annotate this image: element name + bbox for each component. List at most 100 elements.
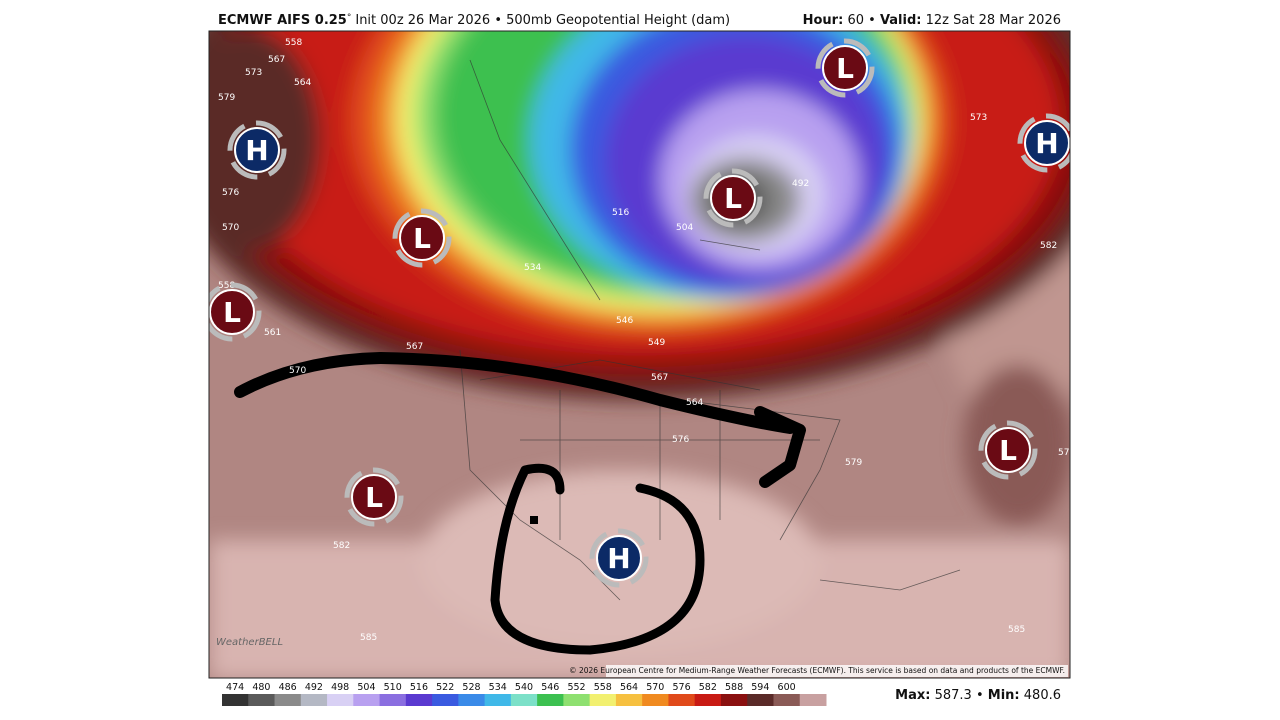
contour-label: 585 (360, 633, 377, 643)
center-disc (234, 127, 280, 173)
colorbar: 474 480 486 492 498 504 510 516 522 528 534 540 546 5… (222, 682, 827, 706)
center-ring (1017, 113, 1070, 173)
colorbar-swatch (405, 694, 433, 706)
colorbar-swatch (327, 694, 354, 706)
colorbar-label: 540 (515, 682, 533, 693)
colorbar-swatch (615, 694, 643, 706)
colorbar-swatch (248, 694, 276, 706)
hour: 60 (847, 13, 864, 28)
colorbar-swatch (300, 694, 328, 706)
center-label: L (365, 481, 383, 514)
max-label: Max: (895, 688, 930, 703)
colorbar-swatch (747, 694, 774, 706)
colorbar-label: 582 (699, 682, 717, 693)
center-label: L (999, 434, 1017, 467)
contour-label: 582 (1040, 241, 1057, 251)
center-disc (399, 215, 445, 261)
pressure-center: L (703, 168, 763, 228)
init: Init 00z 26 Mar 2026 • 500mb Geopotentia… (355, 13, 730, 28)
contour-label: 576 (672, 435, 689, 445)
model: ECMWF AIFS 0.25 (218, 13, 347, 28)
colorbar-swatch (694, 694, 722, 706)
center-ring (392, 208, 452, 268)
contour-labels: 558 573 567 564 579 576 570 558 561 567 570 534 546 5… (218, 38, 1075, 643)
colorbar-swatch (642, 694, 669, 706)
center-ring (209, 282, 262, 342)
pressure-center: L (392, 208, 452, 268)
contour-label: 582 (333, 541, 350, 551)
contour-label: 558 (218, 281, 235, 291)
colorbar-label: 498 (331, 682, 349, 693)
logo: WeatherBELL (216, 637, 283, 648)
colorbar-swatch (537, 694, 564, 706)
colorbar-label: 546 (541, 682, 559, 693)
colorbar-label: 522 (436, 682, 454, 693)
pressure-center: L (209, 282, 262, 342)
colorbar-label: 570 (646, 682, 664, 693)
contour-label: 504 (676, 223, 693, 233)
contour-label: 558 (285, 38, 302, 48)
colorbar-label: 588 (725, 682, 743, 693)
colorbar-swatch (222, 694, 249, 706)
pressure-center: H (589, 528, 649, 588)
contour-label: 570 (289, 366, 306, 376)
center-disc (596, 535, 642, 581)
pressure-centers: H L L L L H L L H (209, 38, 1070, 588)
center-label: L (724, 182, 742, 215)
contour-label: 573 (970, 113, 987, 123)
contour-label: 570 (222, 223, 239, 233)
center-label: H (607, 542, 630, 575)
degree: ° (347, 13, 352, 23)
pressure-center: H (1017, 113, 1070, 173)
map: 558 573 567 564 579 576 570 558 561 567 570 534 546 5… (209, 31, 1075, 678)
contour-label: 564 (294, 78, 311, 88)
min-label: Min: (988, 688, 1020, 703)
separator: • (868, 13, 876, 28)
colorbar-label: 474 (226, 682, 244, 693)
colorbar-label: 492 (305, 682, 323, 693)
center-label: L (223, 296, 241, 329)
contour-label: 534 (524, 263, 541, 273)
colorbar-swatch (484, 694, 512, 706)
contour-label: 579 (1058, 448, 1075, 458)
center-disc (822, 45, 868, 91)
contour-label: 516 (612, 208, 629, 218)
colorbar-swatch (799, 694, 827, 706)
colorbar-label: 504 (357, 682, 375, 693)
center-disc (351, 474, 397, 520)
colorbar-label: 486 (279, 682, 297, 693)
separator: • (976, 688, 984, 703)
colorbar-label: 558 (594, 682, 612, 693)
colorbar-label: 594 (751, 682, 769, 693)
center-disc (209, 289, 255, 335)
max-value: 587.3 (935, 688, 972, 703)
valid: 12z Sat 28 Mar 2026 (926, 13, 1061, 28)
colorbar-swatch (589, 694, 617, 706)
center-ring (344, 467, 404, 527)
center-ring (815, 38, 875, 98)
contour-label: 567 (406, 342, 423, 352)
colorbar-swatch (510, 694, 538, 706)
colorbar-label: 600 (778, 682, 796, 693)
contour-label: 576 (222, 188, 239, 198)
credit: © 2026 European Centre for Medium-Range … (569, 666, 1065, 675)
center-ring (978, 420, 1038, 480)
colorbar-label: 510 (384, 682, 402, 693)
hour-label: Hour: (803, 13, 844, 28)
contour-label: 573 (245, 68, 262, 78)
contour-label: 579 (845, 458, 862, 468)
colorbar-swatch (563, 694, 591, 706)
valid-label: Valid: (880, 13, 922, 28)
pressure-center: L (344, 467, 404, 527)
colorbar-label: 480 (252, 682, 270, 693)
center-label: H (1035, 127, 1058, 160)
center-ring (589, 528, 649, 588)
center-disc (1024, 120, 1070, 166)
colorbar-label: 576 (672, 682, 690, 693)
contour-label: 564 (686, 398, 703, 408)
stats: Max: 587.3 • Min: 480.6 (895, 688, 1061, 703)
contour-label: 579 (218, 93, 235, 103)
center-ring (703, 168, 763, 228)
